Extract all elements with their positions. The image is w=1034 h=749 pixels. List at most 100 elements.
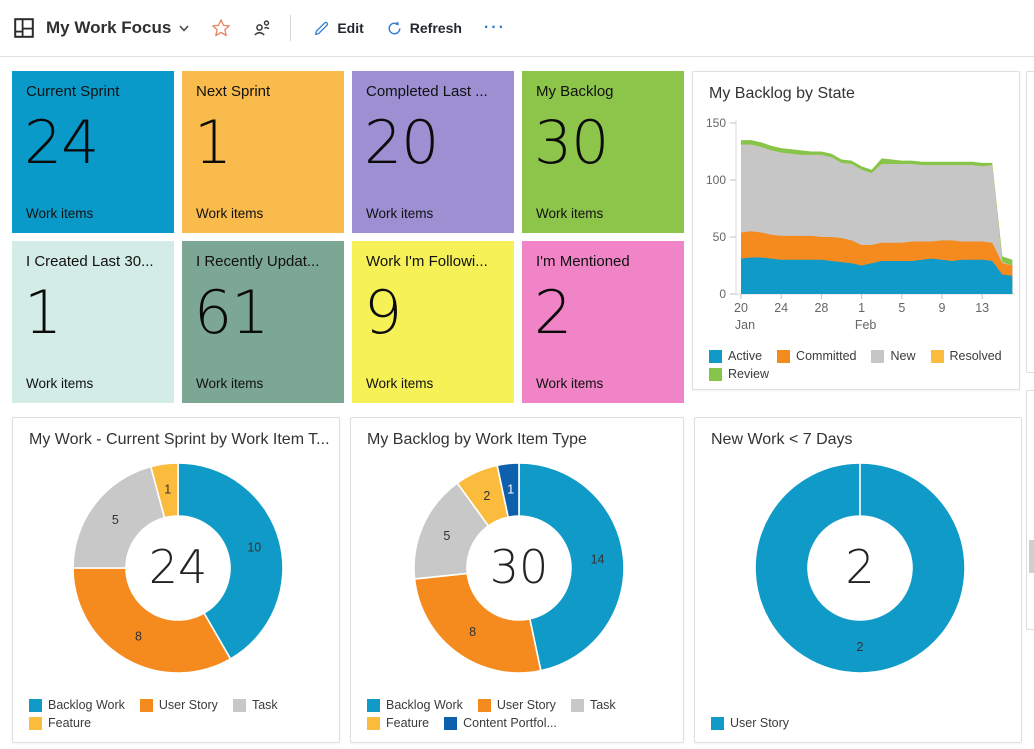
partial-card-right-bottom <box>1026 390 1034 630</box>
query-tile[interactable]: Current Sprint 24 Work items <box>12 71 174 233</box>
donut-slice-user-story <box>72 567 232 674</box>
legend-label: Committed <box>796 349 857 363</box>
tile-subtitle: Work items <box>366 206 434 221</box>
query-tile[interactable]: My Backlog 30 Work items <box>522 71 684 233</box>
tile-title: Completed Last ... <box>366 83 488 100</box>
legend-label: Task <box>589 698 616 712</box>
legend-swatch <box>29 716 42 730</box>
x-axis-tick-label: 13 <box>975 301 989 315</box>
tile-value: 1 <box>24 278 62 348</box>
dashboard-grid-icon <box>14 18 34 38</box>
chart-title: My Backlog by Work Item Type <box>367 431 587 448</box>
more-actions-button[interactable]: ··· <box>483 19 506 36</box>
legend-item: Task <box>232 698 278 712</box>
legend-item: User Story <box>477 698 556 712</box>
tile-value: 20 <box>364 108 439 178</box>
tile-subtitle: Work items <box>366 376 434 391</box>
x-axis-tick-label: 1 <box>858 301 865 315</box>
tile-title: I Created Last 30... <box>26 253 154 270</box>
tile-value: 9 <box>364 278 402 348</box>
donut-slice-feature <box>149 462 179 519</box>
legend-item: Feature <box>29 716 91 730</box>
query-tile[interactable]: I Recently Updat... 61 Work items <box>182 241 344 403</box>
query-tile[interactable]: I Created Last 30... 1 Work items <box>12 241 174 403</box>
tile-title: Current Sprint <box>26 83 120 100</box>
legend-swatch <box>871 349 885 363</box>
legend-swatch <box>29 698 42 712</box>
chart-card-donut: New Work < 7 Days 2 2 User Story <box>694 417 1022 743</box>
team-members-icon[interactable] <box>252 18 272 38</box>
legend-item: Resolved <box>930 349 1002 363</box>
legend-swatch <box>777 349 791 363</box>
legend-label: User Story <box>158 698 218 712</box>
edit-button[interactable]: Edit <box>313 20 364 37</box>
refresh-button[interactable]: Refresh <box>386 20 462 37</box>
chart-legend: Backlog Work User Story Task Feature <box>29 698 331 730</box>
tile-subtitle: Work items <box>26 206 94 221</box>
donut-center-value: 24 <box>149 540 208 594</box>
chart-card-backlog-by-state: My Backlog by State 0 50 100 150 20 24 28 1 5 9 13 J… <box>692 71 1020 390</box>
legend-label: New <box>890 349 916 363</box>
legend-label: Active <box>728 349 763 363</box>
donut-slice-task <box>72 465 166 569</box>
chart-title: New Work < 7 Days <box>711 431 853 448</box>
favorite-star-icon[interactable] <box>210 17 232 39</box>
area-chart: 0 50 100 150 20 24 28 1 5 9 13 Jan Feb <box>706 116 1015 332</box>
donut-slice-backlog-work <box>518 462 625 672</box>
y-axis-tick-label: 100 <box>706 173 726 187</box>
legend-swatch <box>444 716 458 730</box>
x-axis-month-label: Feb <box>855 318 877 332</box>
refresh-button-label: Refresh <box>409 20 462 36</box>
donut-slice-value: 1 <box>507 482 514 496</box>
tile-value: 2 <box>534 278 572 348</box>
partial-card-right-top <box>1026 71 1034 373</box>
tile-value: 30 <box>534 108 609 178</box>
legend-swatch <box>367 716 380 730</box>
tile-title: Work I'm Followi... <box>366 253 488 270</box>
page-title[interactable]: My Work Focus <box>46 18 172 37</box>
tile-value: 61 <box>194 278 269 348</box>
donut-center-value: 2 <box>845 540 874 594</box>
legend-item: New <box>871 349 916 363</box>
legend-label: Feature <box>386 716 430 730</box>
edit-button-label: Edit <box>337 20 364 36</box>
header-divider <box>290 15 292 41</box>
legend-label: Backlog Work <box>386 698 463 712</box>
tile-value: 24 <box>24 108 99 178</box>
tile-subtitle: Work items <box>196 376 264 391</box>
query-tile[interactable]: Work I'm Followi... 9 Work items <box>352 241 514 403</box>
query-tile[interactable]: Next Sprint 1 Work items <box>182 71 344 233</box>
legend-label: User Story <box>730 716 790 730</box>
donut-slice-value: 5 <box>112 513 119 527</box>
query-tile[interactable]: I'm Mentioned 2 Work items <box>522 241 684 403</box>
scrollbar-thumb[interactable] <box>1029 540 1034 573</box>
donut-slice-user-story <box>754 462 966 674</box>
chart-card-donut: My Work - Current Sprint by Work Item T.… <box>12 417 340 743</box>
query-tile[interactable]: Completed Last ... 20 Work items <box>352 71 514 233</box>
legend-swatch <box>570 698 584 712</box>
donut-slice-content-portfol- <box>496 462 520 519</box>
y-axis-tick-label: 0 <box>719 287 726 301</box>
donut-slice-value: 8 <box>469 625 476 639</box>
x-axis-tick-label: 9 <box>939 301 946 315</box>
donut-slice-value: 2 <box>857 640 864 654</box>
legend-label: User Story <box>496 698 556 712</box>
chart-legend: Backlog Work User Story Task Feature Content… <box>367 698 675 730</box>
area-series-active <box>741 257 1013 294</box>
legend-item: Review <box>709 367 769 381</box>
legend-item: Committed <box>777 349 856 363</box>
legend-swatch <box>367 698 380 712</box>
legend-item: Backlog Work <box>367 698 463 712</box>
donut-chart: 10 8 5 1 24 <box>72 462 284 674</box>
tile-subtitle: Work items <box>536 206 604 221</box>
chart-title: My Work - Current Sprint by Work Item T.… <box>29 431 329 448</box>
tile-title: I'm Mentioned <box>536 253 630 270</box>
chevron-down-icon[interactable] <box>178 22 190 34</box>
dashboard-header: My Work Focus Edit Refresh ··· <box>0 0 1034 57</box>
x-axis-tick-label: 5 <box>898 301 905 315</box>
tile-subtitle: Work items <box>196 206 264 221</box>
legend-swatch <box>709 367 722 381</box>
legend-swatch <box>477 698 491 712</box>
donut-slice-user-story <box>413 572 542 674</box>
donut-slice-value: 5 <box>443 529 450 543</box>
